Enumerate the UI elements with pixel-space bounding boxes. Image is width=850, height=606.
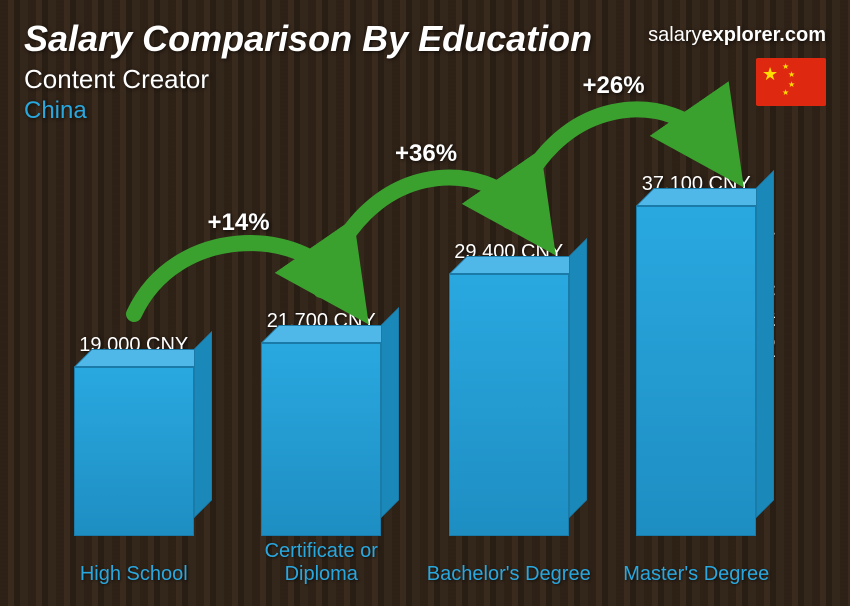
brand-label: salaryexplorer.com [648,24,826,47]
bar-column: 19,000 CNY High School [49,334,219,536]
bar-3d [449,274,569,536]
bar-category-label: Certificate or Diploma [231,540,411,586]
bar-top-face [636,188,774,206]
bar-3d [261,343,381,536]
bar-front-face [74,367,194,536]
bar-column: 37,100 CNY Master's Degree [611,173,781,536]
bar-column: 29,400 CNY Bachelor's Degree [424,241,594,536]
bar-top-face [449,256,587,274]
bar-3d [74,367,194,536]
bar-side-face [569,238,587,518]
bar-front-face [449,274,569,536]
china-flag-icon: ★ ★ ★ ★ ★ [756,58,826,106]
bar-front-face [636,206,756,536]
bar-front-face [261,343,381,536]
bar-category-label: Bachelor's Degree [419,563,599,586]
bar-3d [636,206,756,536]
bar-chart: 19,000 CNY High School 21,700 CNY Certif… [40,160,790,536]
bar-column: 21,700 CNY Certificate or Diploma [236,310,406,536]
chart-country: China [24,97,826,125]
bar-side-face [381,307,399,518]
increase-percent-label: +26% [583,72,645,100]
increase-percent-label: +14% [208,209,270,237]
brand-suffix: explorer.com [701,24,826,46]
increase-percent-label: +36% [395,140,457,168]
chart-subtitle: Content Creator [24,64,826,95]
bar-side-face [194,331,212,518]
bar-category-label: High School [44,563,224,586]
bar-top-face [261,325,399,343]
bar-side-face [756,170,774,518]
bar-top-face [74,349,212,367]
brand-prefix: salary [648,24,701,46]
bar-category-label: Master's Degree [606,563,786,586]
